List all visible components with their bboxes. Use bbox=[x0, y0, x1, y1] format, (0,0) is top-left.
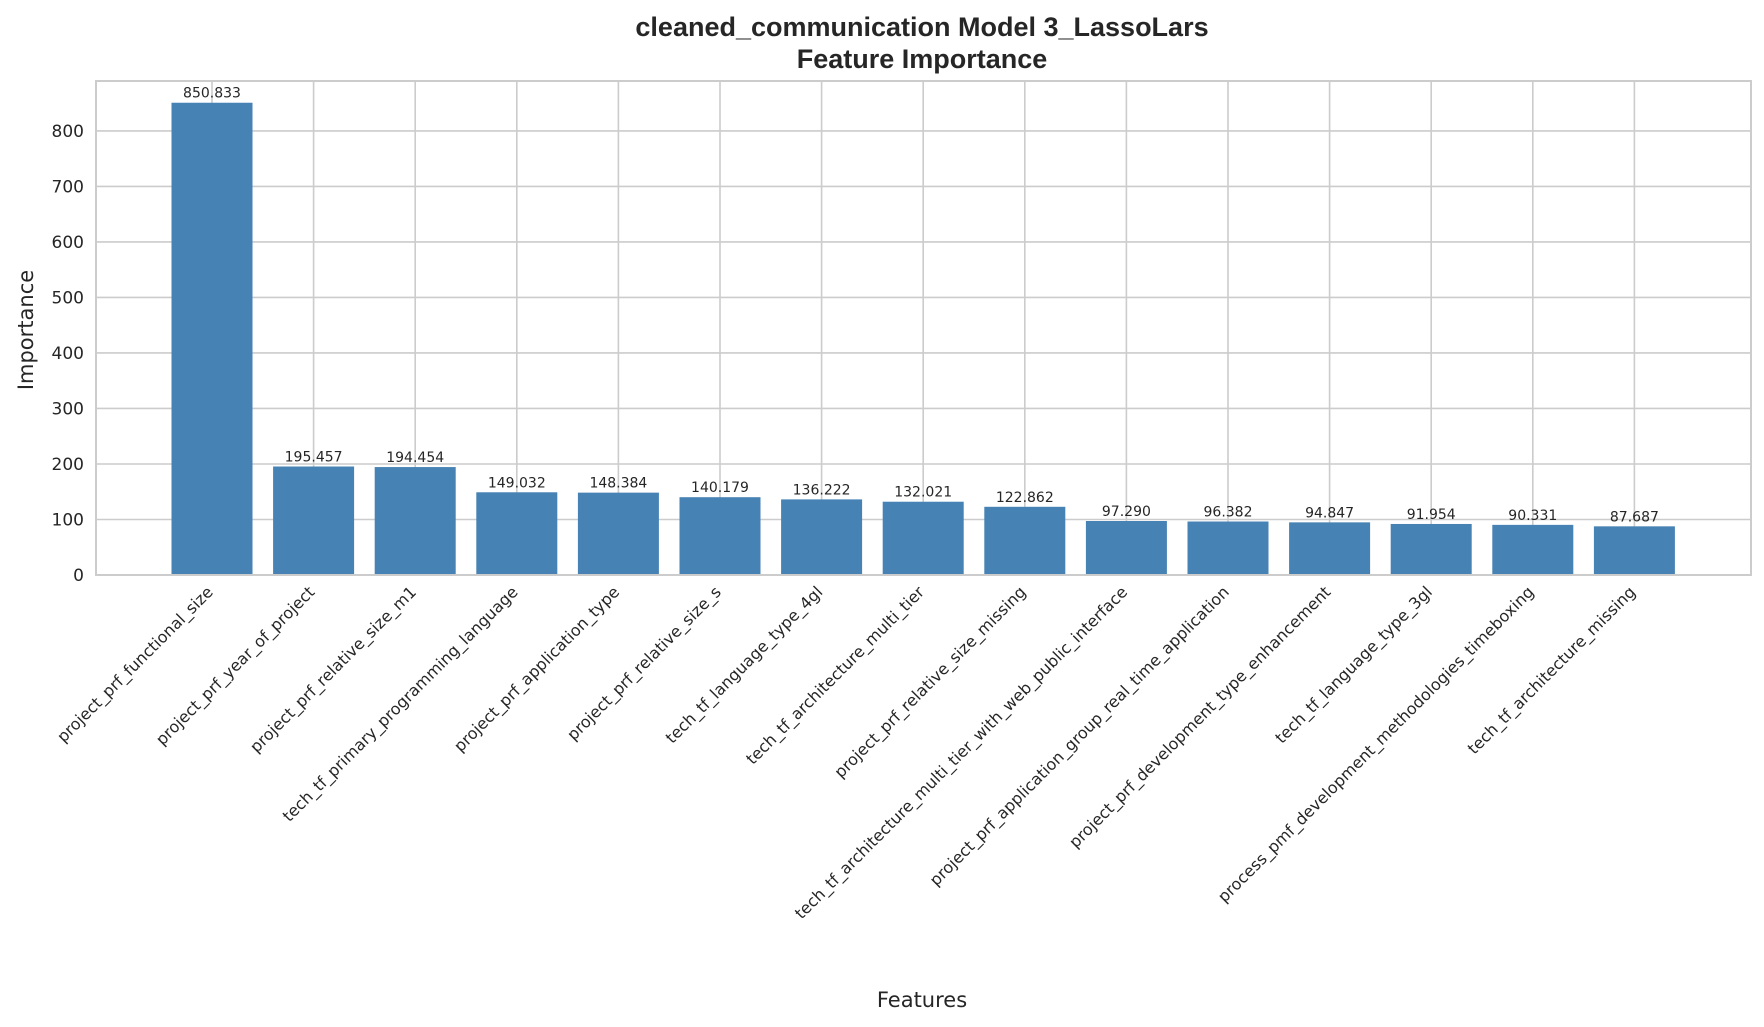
chart-title: cleaned_communication Model 3_LassoLars bbox=[635, 12, 1208, 42]
x-axis-label: Features bbox=[877, 988, 967, 1012]
x-tick-label: project_prf_relative_size_m1 bbox=[246, 582, 421, 757]
bar-value-label: 132.021 bbox=[894, 485, 952, 501]
bar bbox=[577, 492, 659, 575]
x-tick-label: tech_tf_architecture_multi_tier bbox=[742, 582, 929, 769]
bar bbox=[1187, 521, 1269, 575]
bar-value-label: 91.954 bbox=[1407, 507, 1456, 523]
bar bbox=[679, 497, 761, 575]
bar-value-label: 96.382 bbox=[1204, 505, 1253, 521]
bar-value-label: 90.331 bbox=[1508, 508, 1557, 524]
y-tick-label: 500 bbox=[52, 288, 84, 308]
bar-value-label: 140.179 bbox=[691, 480, 749, 496]
x-axis-ticks: project_prf_functional_sizeproject_prf_y… bbox=[53, 582, 1640, 923]
bar-value-label: 194.454 bbox=[386, 450, 444, 466]
y-axis-ticks: 0 100 200 300 400 500 600 700 800 bbox=[52, 122, 84, 586]
y-axis-label: Importance bbox=[14, 270, 38, 390]
bar bbox=[1390, 523, 1472, 575]
x-tick-label: tech_tf_architecture_missing bbox=[1464, 582, 1640, 758]
bar bbox=[1289, 522, 1371, 575]
y-tick-label: 700 bbox=[52, 177, 84, 197]
x-tick-label: tech_tf_primary_programming_language bbox=[279, 582, 523, 826]
y-tick-label: 400 bbox=[52, 344, 84, 364]
bar bbox=[882, 501, 964, 575]
bar bbox=[1492, 524, 1574, 575]
y-tick-label: 600 bbox=[52, 233, 84, 253]
bar bbox=[273, 466, 355, 575]
y-tick-label: 300 bbox=[52, 399, 84, 419]
bar-value-label: 94.847 bbox=[1305, 505, 1354, 521]
bar bbox=[171, 102, 253, 576]
x-tick-label: project_prf_application_type bbox=[450, 582, 624, 756]
x-tick-label: project_prf_relative_size_missing bbox=[830, 582, 1030, 782]
bar-value-label: 97.290 bbox=[1102, 504, 1151, 520]
bar bbox=[1593, 526, 1675, 575]
bars bbox=[171, 102, 1675, 576]
bar bbox=[374, 467, 456, 575]
bar-value-label: 122.862 bbox=[996, 490, 1054, 506]
bar bbox=[476, 492, 558, 575]
plot-frame bbox=[95, 80, 1752, 576]
x-tick-label: tech_tf_architecture_multi_tier_with_web… bbox=[791, 582, 1132, 923]
bar-value-label: 148.384 bbox=[589, 476, 647, 492]
bar-value-label: 149.032 bbox=[488, 475, 546, 491]
y-tick-label: 200 bbox=[52, 455, 84, 475]
bar-value-label: 850.833 bbox=[183, 86, 241, 102]
bar-value-label: 87.687 bbox=[1610, 509, 1659, 525]
bar bbox=[984, 506, 1066, 575]
x-tick-label: project_prf_functional_size bbox=[53, 582, 217, 746]
chart-subtitle: Feature Importance bbox=[797, 44, 1048, 74]
bar-value-label: 136.222 bbox=[793, 482, 851, 498]
bar-value-label: 195.457 bbox=[285, 450, 343, 466]
bar bbox=[1085, 520, 1167, 575]
y-tick-label: 0 bbox=[73, 566, 84, 586]
bar bbox=[781, 499, 863, 575]
y-tick-label: 800 bbox=[52, 122, 84, 142]
data-labels: 850.833 195.457 194.454 149.032 148.384 140.1… bbox=[183, 86, 1659, 526]
y-tick-label: 100 bbox=[52, 510, 84, 530]
